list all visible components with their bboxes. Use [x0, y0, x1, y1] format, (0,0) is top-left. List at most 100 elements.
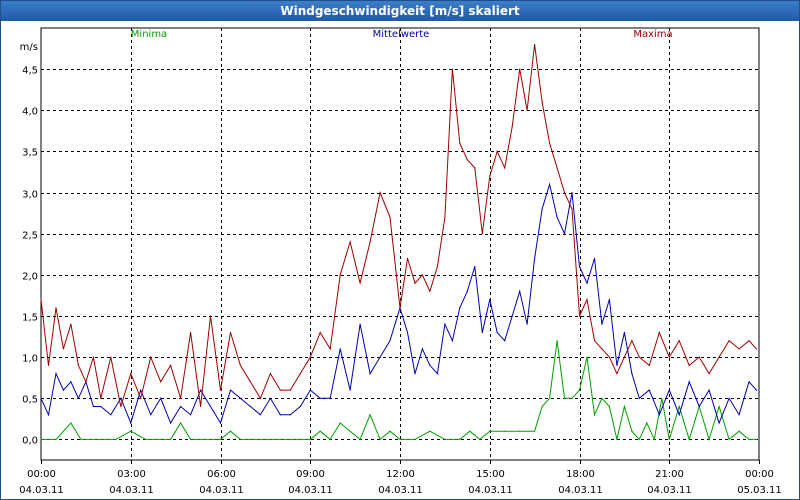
data-point-mittelwerte [698, 405, 700, 408]
data-point-minima [115, 438, 117, 440]
data-point-minima [180, 422, 182, 424]
window-title: Windgeschwindigkeit [m/s] skaliert [1, 1, 799, 21]
data-point-maxima [379, 192, 381, 194]
legend-label-mittelwerte: Mittelwerte [373, 29, 430, 40]
data-point-minima [638, 438, 640, 440]
data-point-mittelwerte [748, 381, 750, 383]
data-point-minima [748, 438, 750, 440]
data-point-mittelwerte [631, 373, 633, 375]
data-point-maxima [399, 307, 401, 309]
data-point-maxima [421, 274, 423, 276]
data-point-mittelwerte [563, 233, 566, 235]
y-tick-label: 0,5 [22, 395, 38, 406]
data-point-mittelwerte [299, 405, 301, 408]
data-point-maxima [200, 405, 202, 408]
data-point-mittelwerte [678, 414, 680, 416]
data-point-maxima [190, 331, 192, 334]
data-point-maxima [444, 216, 446, 218]
y-axis-label: m/s [20, 42, 38, 53]
data-point-mittelwerte [526, 323, 528, 325]
data-point-maxima [708, 373, 710, 375]
data-point-maxima [120, 405, 122, 408]
data-point-mittelwerte [421, 348, 423, 350]
data-point-minima [329, 438, 331, 440]
data-point-mittelwerte [130, 422, 132, 424]
data-point-maxima [406, 257, 409, 259]
data-point-minima [264, 438, 266, 440]
data-point-maxima [698, 356, 700, 358]
data-point-minima [653, 438, 655, 440]
data-point-maxima [489, 175, 491, 177]
data-point-mittelwerte [339, 348, 341, 350]
wind-speed-chart: 0,0 0,5 1,0 1,5 2,0 2,5 3,0 3,5 4,0 4,5 m/s 00:00 04… [19, 27, 782, 496]
data-point-maxima [40, 298, 42, 301]
data-point-minima [319, 430, 321, 432]
data-point-maxima [608, 356, 611, 358]
x-tick-time-label: 18:00 [566, 469, 595, 480]
data-point-maxima [85, 381, 87, 383]
data-point-minima [90, 438, 92, 440]
data-point-minima [219, 438, 222, 440]
data-point-mittelwerte [389, 340, 391, 342]
data-point-mittelwerte [229, 389, 232, 391]
data-point-mittelwerte [738, 414, 740, 416]
x-tick-date-label: 04.03.11 [647, 485, 692, 496]
data-point-mittelwerte [586, 282, 588, 284]
data-point-maxima [601, 348, 603, 350]
data-point-maxima [658, 331, 660, 334]
data-point-mittelwerte [511, 315, 513, 317]
data-point-maxima [504, 167, 506, 169]
data-point-maxima [359, 282, 361, 284]
data-point-minima [534, 430, 536, 432]
data-point-minima [631, 430, 633, 432]
legend-label-minima: Minima [131, 29, 167, 40]
data-point-mittelwerte [489, 298, 491, 301]
data-point-minima [55, 438, 57, 440]
data-point-maxima [170, 364, 172, 366]
data-point-maxima [55, 307, 57, 309]
data-point-minima [429, 430, 431, 432]
data-point-maxima [329, 348, 331, 350]
data-point-maxima [466, 159, 468, 161]
data-point-mittelwerte [329, 397, 331, 399]
data-point-maxima [631, 340, 633, 342]
y-tick-label: 3,0 [22, 190, 38, 201]
data-point-mittelwerte [249, 405, 251, 408]
data-point-minima [389, 430, 391, 432]
data-point-mittelwerte [616, 364, 618, 366]
data-point-maxima [578, 315, 581, 317]
data-point-maxima [339, 274, 341, 276]
data-point-mittelwerte [755, 389, 758, 391]
data-point-mittelwerte [190, 414, 192, 416]
data-point-minima [40, 438, 42, 440]
x-tick-date-label: 04.03.11 [109, 485, 154, 496]
x-tick-time-label: 00:00 [27, 469, 56, 480]
data-point-maxima [668, 356, 670, 358]
data-point-minima [100, 438, 102, 440]
data-point-mittelwerte [556, 216, 558, 218]
data-point-mittelwerte [47, 414, 50, 416]
data-point-maxima [718, 356, 720, 358]
y-tick-label: 3,5 [22, 148, 38, 159]
data-point-maxima [429, 290, 431, 292]
data-point-minima [661, 397, 663, 399]
data-point-mittelwerte [140, 389, 142, 391]
data-point-mittelwerte [100, 405, 102, 408]
data-point-mittelwerte [269, 397, 271, 399]
data-point-mittelwerte [349, 389, 351, 391]
data-point-minima [556, 340, 558, 342]
data-point-mittelwerte [708, 389, 710, 391]
data-point-mittelwerte [279, 414, 281, 416]
data-point-maxima [748, 340, 750, 342]
data-point-mittelwerte [638, 397, 640, 399]
data-point-maxima [728, 340, 730, 342]
data-point-maxima [451, 68, 453, 70]
data-point-minima [414, 438, 416, 440]
data-point-minima [549, 397, 551, 399]
data-point-maxima [563, 192, 566, 194]
data-point-mittelwerte [289, 414, 291, 416]
data-point-minima [616, 438, 618, 440]
data-point-minima [738, 430, 740, 432]
data-point-mittelwerte [688, 381, 690, 383]
